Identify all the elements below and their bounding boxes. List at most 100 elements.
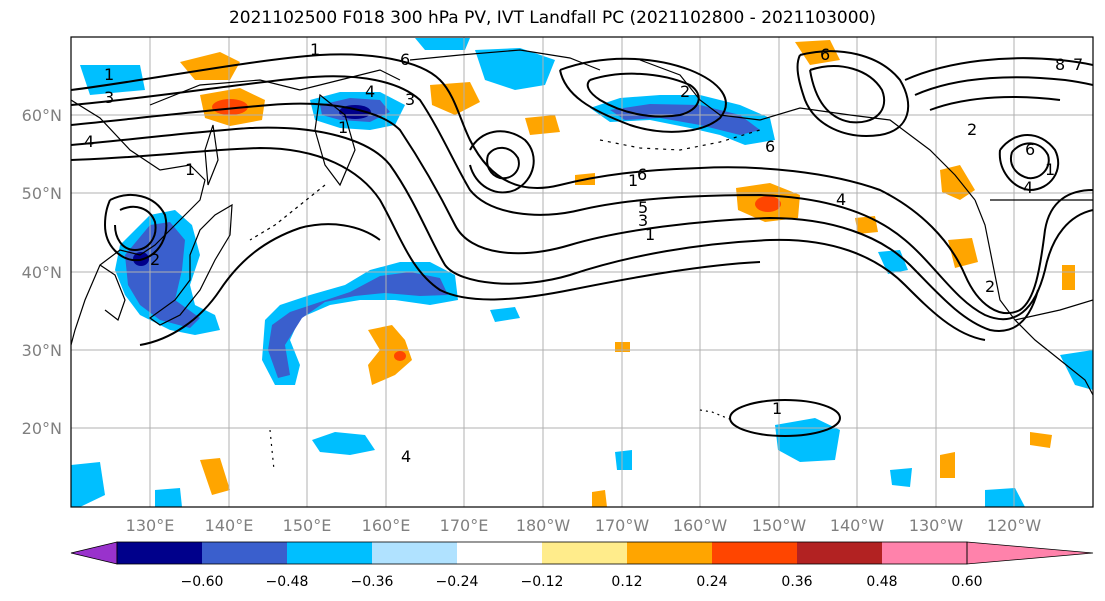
lon-label: 180°W [516, 516, 571, 535]
coast-aleutians [599, 129, 761, 151]
shade-neg-sub5 [155, 488, 182, 507]
lon-label: 130°W [909, 516, 964, 535]
map-title: 2021102500 F018 300 hPa PV, IVT Landfall… [228, 8, 876, 28]
colorbar-segment [372, 542, 457, 564]
contour-label: 2 [967, 120, 977, 139]
contour-asia-trough [103, 194, 168, 262]
coast-alaska-west [639, 59, 761, 121]
lat-label: 60°N [22, 106, 62, 125]
shade-pos-sub4 [1030, 432, 1052, 448]
colorbar-segment [287, 542, 372, 564]
contour-chuk-1 [469, 130, 535, 194]
contour-chuk-2 [486, 146, 520, 180]
map-frame [70, 36, 1094, 508]
shade-neg-sub9 [71, 462, 105, 507]
shade-pos-okhotsk-core [212, 99, 248, 115]
contour-ne-2 [914, 76, 1093, 96]
lat-label: 30°N [22, 341, 62, 360]
lon-labels: 130°E 140°E 150°E 160°E 170°E 180°W 170°… [126, 516, 1042, 535]
colorbar-segment [117, 542, 202, 564]
contour-labels: 1 3 4 1 1 6 3 1 4 2 6 1 2 6 5 3 1 4 6 2 … [84, 40, 1083, 466]
contour-label: 6 [820, 45, 830, 64]
coast-hawaii [699, 409, 733, 421]
lat-label: 40°N [22, 263, 62, 282]
contour-label: 7 [1073, 55, 1083, 74]
coast-chukotka [409, 49, 601, 71]
contour-label: 2 [150, 250, 160, 269]
shade-neg-bering-inner [610, 104, 760, 135]
colorbar-tick-label: −0.24 [436, 574, 479, 590]
coast-asia [71, 99, 206, 346]
colorbar-tick-label: 0.60 [951, 574, 982, 590]
contour-label: 1 [310, 40, 320, 59]
contour-3 [71, 102, 1039, 332]
colorbar-segment [627, 542, 712, 564]
shade-pos-sub7 [592, 490, 607, 507]
contour-hawaii [729, 399, 841, 437]
lon-label: 160°W [673, 516, 728, 535]
colorbar-tick-label: −0.60 [181, 574, 224, 590]
shade-neg-sub6 [890, 468, 912, 487]
shade-pos-coast2 [948, 238, 978, 268]
lon-label: 130°E [126, 516, 175, 535]
contour-ne-3 [929, 96, 1061, 111]
shade-pos-sub1-core [394, 351, 406, 361]
contour-alaska-1 [796, 50, 910, 137]
shade-neg-north [475, 48, 555, 90]
colorbar-arrow-right [966, 541, 1094, 565]
shade-pos-sub5 [940, 452, 955, 478]
contour-5 [71, 146, 761, 301]
lon-label: 170°W [595, 516, 650, 535]
colorbar-frame [116, 541, 968, 565]
shade-pos-coast1 [940, 165, 975, 200]
contour-label: 4 [84, 132, 94, 151]
lon-label: 160°E [362, 516, 411, 535]
colorbar-tick-label: −0.36 [351, 574, 394, 590]
contour-bc-low [998, 134, 1060, 192]
contour-label: 6 [400, 50, 410, 69]
shade-pos-sub3 [855, 216, 878, 234]
contour-label: 2 [680, 82, 690, 101]
coast-kuril [249, 184, 326, 241]
lon-label: 170°E [440, 516, 489, 535]
lon-label: 140°W [830, 516, 885, 535]
shade-pos-nw [180, 52, 240, 80]
contour-label: 1 [104, 65, 114, 84]
shade-pos-sub8 [1062, 265, 1075, 290]
lat-labels: 60°N 50°N 40°N 30°N 20°N [22, 106, 62, 438]
contour-bering-2 [586, 72, 700, 118]
colorbar-segment [542, 542, 627, 564]
shade-neg-north2 [415, 38, 470, 50]
colorbar-segment [457, 542, 542, 564]
contour-label: 1 [1045, 160, 1055, 179]
shade-pos-sub2 [200, 458, 230, 495]
colorbar: −0.60 −0.48 −0.36 −0.24 −0.12 0.12 0.24 … [70, 541, 1094, 590]
contour-label: 1 [772, 399, 782, 418]
contour-label: 3 [104, 88, 114, 107]
shade-neg-sub1 [775, 418, 840, 462]
contour-label: 4 [836, 190, 846, 209]
coast-na-west [974, 199, 1093, 396]
lat-label: 20°N [22, 419, 62, 438]
contour-label: 8 [1055, 55, 1065, 74]
colorbar-segment [882, 542, 967, 564]
shade-neg-sub2 [312, 432, 375, 455]
shade-pos-kam2 [430, 82, 480, 115]
colorbar-tick-label: 0.12 [611, 574, 642, 590]
contour-label: 4 [1023, 178, 1033, 197]
pv-contours [71, 50, 1093, 437]
contour-asia-trough2 [114, 205, 157, 252]
lon-label: 150°E [283, 516, 332, 535]
coast-okhotsk [149, 69, 401, 106]
shade-pos-sub1 [368, 325, 412, 385]
colorbar-segment [202, 542, 287, 564]
shade-pos-gulf-core [755, 196, 781, 212]
contour-label: 5 [638, 198, 648, 217]
contour-label: 4 [365, 82, 375, 101]
contour-label: 3 [638, 211, 648, 230]
contour-ne-1 [904, 57, 1093, 81]
contour-bc-low2 [1010, 142, 1050, 180]
contour-label: 1 [645, 225, 655, 244]
coast-japan [148, 203, 233, 326]
contour-label: 1 [185, 160, 195, 179]
